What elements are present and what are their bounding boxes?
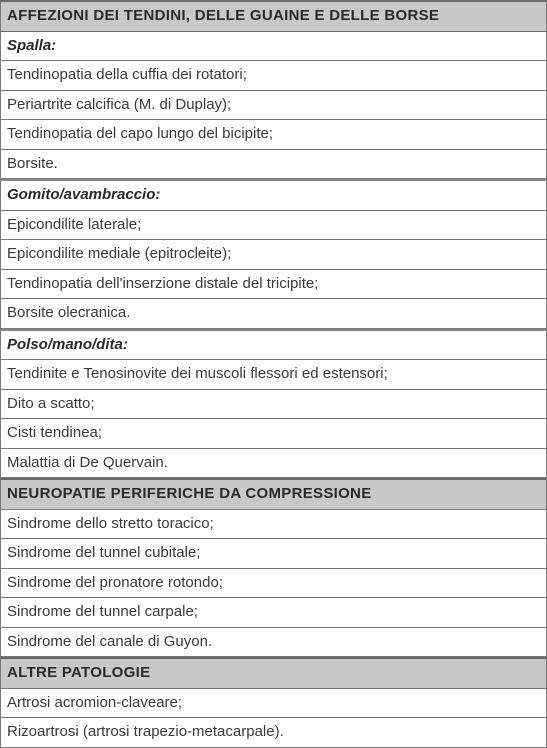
list-item: Tendinopatia della cuffia dei rotatori; bbox=[0, 61, 547, 91]
pathology-table: AFFEZIONI DEI TENDINI, DELLE GUAINE E DE… bbox=[0, 0, 547, 748]
list-item: Tendinopatia dell'inserzione distale del… bbox=[0, 270, 547, 300]
list-item: Cisti tendinea; bbox=[0, 419, 547, 449]
section-header: ALTRE PATOLOGIE bbox=[0, 657, 547, 689]
list-item: Epicondilite mediale (epitrocleite); bbox=[0, 240, 547, 270]
group-label: Spalla: bbox=[0, 32, 547, 62]
list-item: Sindrome del canale di Guyon. bbox=[0, 628, 547, 658]
list-item: Tendinite e Tenosinovite dei muscoli fle… bbox=[0, 360, 547, 390]
list-item: Epicondilite laterale; bbox=[0, 211, 547, 241]
group-label-text: Gomito/avambraccio: bbox=[7, 186, 160, 203]
list-item: Sindrome del tunnel carpale; bbox=[0, 598, 547, 628]
group-label: Gomito/avambraccio: bbox=[0, 179, 547, 211]
group-label-text: Polso/mano/dita: bbox=[7, 336, 128, 353]
list-item: Malattia di De Quervain. bbox=[0, 449, 547, 479]
list-item: Tendinopatia del capo lungo del bicipite… bbox=[0, 120, 547, 150]
list-item: Sindrome del pronatore rotondo; bbox=[0, 569, 547, 599]
list-item: Periartrite calcifica (M. di Duplay); bbox=[0, 91, 547, 121]
list-item: Sindrome dello stretto toracico; bbox=[0, 510, 547, 540]
list-item: Sindrome del tunnel cubitale; bbox=[0, 539, 547, 569]
list-item: Artrosi acromion-claveare; bbox=[0, 689, 547, 719]
list-item: Borsite olecranica. bbox=[0, 299, 547, 329]
list-item: Dito a scatto; bbox=[0, 390, 547, 420]
list-item: Rizoartrosi (artrosi trapezio-metacarpal… bbox=[0, 718, 547, 748]
group-label: Polso/mano/dita: bbox=[0, 329, 547, 361]
section-header: AFFEZIONI DEI TENDINI, DELLE GUAINE E DE… bbox=[0, 0, 547, 32]
section-header: NEUROPATIE PERIFERICHE DA COMPRESSIONE bbox=[0, 478, 547, 510]
list-item: Borsite. bbox=[0, 150, 547, 180]
